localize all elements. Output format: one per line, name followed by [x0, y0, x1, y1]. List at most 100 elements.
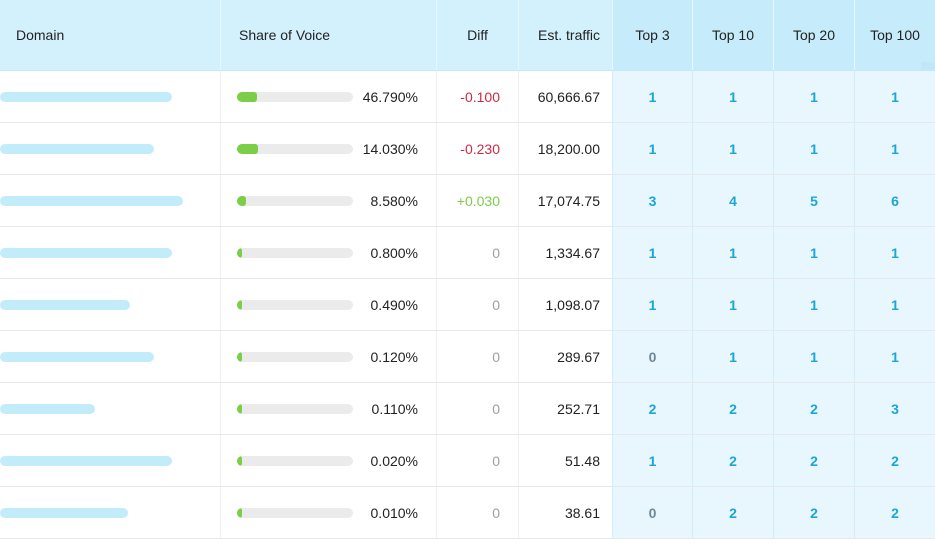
- top100-cell[interactable]: 1: [854, 331, 935, 382]
- est-traffic-value: 51.48: [564, 452, 600, 469]
- est-traffic-value: 252.71: [557, 400, 600, 417]
- top3-cell[interactable]: 1: [612, 435, 692, 486]
- column-header-domain[interactable]: Domain: [16, 27, 65, 43]
- est-traffic-value: 1,334.67: [545, 244, 601, 261]
- top100-cell[interactable]: 1: [854, 123, 935, 174]
- column-header-top100[interactable]: Top 100: [854, 0, 935, 70]
- share-of-voice-bar-fill: [237, 351, 242, 362]
- top3-cell[interactable]: 2: [612, 383, 692, 434]
- top10-cell[interactable]: 2: [692, 435, 773, 486]
- share-of-voice-value: 14.030%: [362, 140, 418, 157]
- domain-cell[interactable]: [0, 487, 220, 538]
- top100-cell[interactable]: 1: [854, 227, 935, 278]
- table-row[interactable]: 14.030% -0.230 18,200.00 1 1 1 1: [0, 123, 935, 175]
- share-of-voice-cell: 14.030%: [220, 123, 436, 174]
- share-of-voice-value: 46.790%: [362, 88, 418, 105]
- top20-cell[interactable]: 1: [773, 71, 854, 122]
- table-row[interactable]: 0.110% 0 252.71 2 2 2 3: [0, 383, 935, 435]
- top100-cell[interactable]: 3: [854, 383, 935, 434]
- top20-cell[interactable]: 2: [773, 383, 854, 434]
- share-of-voice-cell: 46.790%: [220, 71, 436, 122]
- top10-cell[interactable]: 2: [692, 383, 773, 434]
- column-header-est-traffic[interactable]: Est. traffic: [518, 0, 612, 70]
- domain-placeholder-bar: [0, 91, 172, 102]
- column-header-diff[interactable]: Diff: [436, 0, 518, 70]
- top100-cell[interactable]: 6: [854, 175, 935, 226]
- share-of-voice-cell: 0.800%: [220, 227, 436, 278]
- diff-cell: -0.100: [436, 71, 518, 122]
- est-traffic-value: 18,200.00: [537, 140, 600, 157]
- diff-value: 0: [492, 244, 500, 261]
- top100-cell[interactable]: 1: [854, 71, 935, 122]
- est-traffic-cell: 38.61: [518, 487, 612, 538]
- table-row[interactable]: 46.790% -0.100 60,666.67 1 1 1 1: [0, 71, 935, 123]
- top20-cell[interactable]: 1: [773, 279, 854, 330]
- top3-cell[interactable]: 1: [612, 71, 692, 122]
- top10-cell[interactable]: 1: [692, 123, 773, 174]
- domain-cell[interactable]: [0, 435, 220, 486]
- top3-cell[interactable]: 1: [612, 279, 692, 330]
- table-row[interactable]: 0.120% 0 289.67 0 1 1 1: [0, 331, 935, 383]
- top3-cell[interactable]: 3: [612, 175, 692, 226]
- table-row[interactable]: 0.010% 0 38.61 0 2 2 2: [0, 487, 935, 539]
- table-row[interactable]: 0.800% 0 1,334.67 1 1 1 1: [0, 227, 935, 279]
- domain-cell[interactable]: [0, 123, 220, 174]
- share-of-voice-cell: 8.580%: [220, 175, 436, 226]
- diff-cell: 0: [436, 487, 518, 538]
- top3-cell[interactable]: 1: [612, 227, 692, 278]
- top20-cell[interactable]: 1: [773, 227, 854, 278]
- domain-cell[interactable]: [0, 71, 220, 122]
- table-row[interactable]: 0.490% 0 1,098.07 1 1 1 1: [0, 279, 935, 331]
- top10-cell[interactable]: 1: [692, 279, 773, 330]
- top10-cell[interactable]: 1: [692, 71, 773, 122]
- horizontal-scrollbar-thumb[interactable]: [921, 62, 935, 70]
- table-row[interactable]: 0.020% 0 51.48 1 2 2 2: [0, 435, 935, 487]
- table-body: 46.790% -0.100 60,666.67 1 1 1 1 14.030%…: [0, 71, 935, 539]
- share-of-voice-value: 0.120%: [370, 348, 418, 365]
- top10-cell[interactable]: 4: [692, 175, 773, 226]
- column-header-top10[interactable]: Top 10: [692, 0, 773, 70]
- domain-cell[interactable]: [0, 383, 220, 434]
- diff-cell: 0: [436, 383, 518, 434]
- share-of-voice-bar-fill: [237, 195, 247, 206]
- share-of-voice-value: 0.800%: [370, 244, 418, 261]
- top100-cell[interactable]: 1: [854, 279, 935, 330]
- top100-cell[interactable]: 2: [854, 487, 935, 538]
- column-header-top20[interactable]: Top 20: [773, 0, 854, 70]
- top10-cell[interactable]: 1: [692, 227, 773, 278]
- share-of-voice-bar: [237, 247, 353, 258]
- est-traffic-cell: 60,666.67: [518, 71, 612, 122]
- domain-cell[interactable]: [0, 227, 220, 278]
- table-header: Domain Share of Voice Diff Est. traffic …: [0, 0, 935, 71]
- diff-value: -0.230: [460, 140, 500, 157]
- top20-cell[interactable]: 2: [773, 435, 854, 486]
- share-of-voice-cell: 0.020%: [220, 435, 436, 486]
- column-header-top3[interactable]: Top 3: [612, 0, 692, 70]
- top20-cell[interactable]: 5: [773, 175, 854, 226]
- diff-value: 0: [492, 296, 500, 313]
- domain-placeholder-bar: [0, 403, 95, 414]
- top100-cell[interactable]: 2: [854, 435, 935, 486]
- domain-cell[interactable]: [0, 331, 220, 382]
- domain-cell[interactable]: [0, 175, 220, 226]
- top20-cell[interactable]: 1: [773, 123, 854, 174]
- est-traffic-cell: 1,098.07: [518, 279, 612, 330]
- top10-cell[interactable]: 1: [692, 331, 773, 382]
- share-of-voice-bar: [237, 507, 353, 518]
- share-of-voice-value: 0.490%: [370, 296, 418, 313]
- top20-cell[interactable]: 1: [773, 331, 854, 382]
- top3-cell[interactable]: 1: [612, 123, 692, 174]
- top10-cell[interactable]: 2: [692, 487, 773, 538]
- column-header-share-of-voice[interactable]: Share of Voice: [220, 0, 436, 70]
- est-traffic-value: 289.67: [557, 348, 600, 365]
- share-of-voice-bar: [237, 195, 353, 206]
- top3-cell[interactable]: 0: [612, 487, 692, 538]
- diff-value: 0: [492, 452, 500, 469]
- top3-cell[interactable]: 0: [612, 331, 692, 382]
- diff-value: 0: [492, 400, 500, 417]
- domain-cell[interactable]: [0, 279, 220, 330]
- est-traffic-cell: 1,334.67: [518, 227, 612, 278]
- top20-cell[interactable]: 2: [773, 487, 854, 538]
- table-row[interactable]: 8.580% +0.030 17,074.75 3 4 5 6: [0, 175, 935, 227]
- share-of-voice-bar-fill: [237, 299, 242, 310]
